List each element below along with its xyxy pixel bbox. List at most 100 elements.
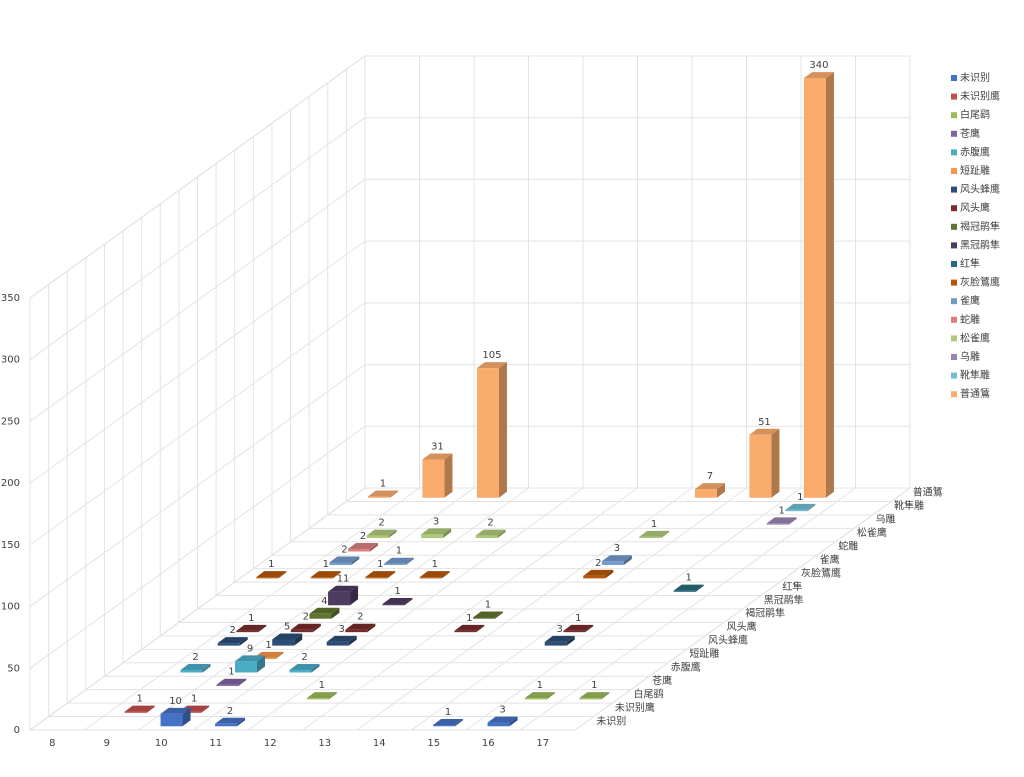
bar-side xyxy=(146,705,155,713)
bar-top xyxy=(694,483,725,490)
bar-side xyxy=(278,571,287,579)
bar-side xyxy=(237,717,246,727)
grid-line xyxy=(29,117,366,361)
legend-label: 未识别鹰 xyxy=(960,90,1000,103)
bar-top xyxy=(309,607,340,614)
depth-tick-label: 赤腹鹰 xyxy=(671,661,701,674)
legend-label: 红隼 xyxy=(960,257,980,270)
bar-side xyxy=(202,664,211,673)
bar xyxy=(215,723,238,727)
legend-swatch xyxy=(951,316,957,323)
bar-side xyxy=(405,557,414,565)
bar xyxy=(366,535,389,539)
bar-side xyxy=(370,543,378,552)
bar xyxy=(673,590,696,592)
bar-top xyxy=(419,571,450,578)
bar xyxy=(421,534,444,539)
bar-top xyxy=(367,490,398,497)
bar-top xyxy=(235,655,265,662)
bar-top xyxy=(272,633,303,640)
bar-top xyxy=(215,717,246,724)
bar-side xyxy=(275,651,284,660)
depth-tick-label: 白尾鹞 xyxy=(634,687,664,700)
depth-tick-label: 蛇雕 xyxy=(838,540,858,553)
bar-side xyxy=(476,624,485,633)
bar-top xyxy=(673,584,704,591)
bar-top xyxy=(310,571,341,578)
legend-swatch xyxy=(951,242,957,249)
bar-top xyxy=(345,623,376,630)
z-tick-label: 50 xyxy=(7,663,20,674)
bar-side xyxy=(238,678,247,686)
depth-tick-label: 风头蜂鹰 xyxy=(708,634,748,647)
bar xyxy=(749,434,772,498)
legend-swatch xyxy=(951,223,957,230)
data-label: 1 xyxy=(319,680,325,691)
data-label: 1 xyxy=(228,667,234,678)
data-label: 1 xyxy=(136,694,142,705)
x-tick-label: 9 xyxy=(104,738,110,749)
depth-tick-label: 短趾雕 xyxy=(689,647,719,660)
bar-top xyxy=(803,72,834,79)
depth-tick-label: 黑冠鹃隼 xyxy=(764,593,804,606)
depth-tick-label: 乌雕 xyxy=(875,513,895,526)
bar-top xyxy=(639,530,670,537)
data-label: 1 xyxy=(575,613,581,624)
bar xyxy=(216,684,239,686)
bar-top xyxy=(124,705,155,712)
legend-swatch xyxy=(951,391,957,398)
bar xyxy=(345,629,368,633)
bar xyxy=(383,563,406,565)
z-tick-label: 200 xyxy=(1,478,20,489)
bar xyxy=(583,575,606,579)
legend-label: 蛇雕 xyxy=(960,313,980,326)
bar xyxy=(601,561,624,565)
data-label: 5 xyxy=(284,621,290,632)
depth-tick-label: 普通鵟 xyxy=(913,486,943,499)
x-tick-label: 15 xyxy=(427,738,440,749)
bar-side xyxy=(623,555,632,565)
legend-label: 黑冠鹃隼 xyxy=(960,238,1000,251)
bar-top xyxy=(524,692,555,699)
bar xyxy=(329,562,352,565)
bar-top xyxy=(579,692,610,699)
bar-side xyxy=(605,569,614,579)
data-label: 7 xyxy=(707,471,713,482)
bar-top xyxy=(785,503,816,510)
bar xyxy=(563,630,586,633)
data-label: 1 xyxy=(685,573,691,584)
bar-top xyxy=(433,719,464,726)
legend-swatch xyxy=(951,93,957,100)
legend-label: 褐冠鹃隼 xyxy=(960,220,1000,233)
bar-top xyxy=(216,678,247,685)
data-label: 1 xyxy=(445,707,451,718)
bar xyxy=(476,368,499,498)
data-label: 1 xyxy=(485,599,491,610)
legend-label: 风头鹰 xyxy=(960,201,990,214)
data-label: 1 xyxy=(380,478,386,489)
depth-tick-label: 未识别鹰 xyxy=(615,701,655,714)
bar-side xyxy=(498,362,507,498)
data-label: 1 xyxy=(797,492,803,503)
data-label: 2 xyxy=(378,518,384,529)
legend-label: 风头蜂鹰 xyxy=(960,183,1000,196)
bar xyxy=(694,489,717,498)
bar-side xyxy=(312,623,321,633)
bar-side xyxy=(443,528,452,539)
bar-side xyxy=(348,635,357,646)
data-label: 1 xyxy=(377,559,383,570)
bar-side xyxy=(788,517,797,525)
bar-side xyxy=(695,584,704,592)
x-tick-label: 11 xyxy=(209,738,222,749)
bar-top xyxy=(366,529,397,536)
bar xyxy=(454,630,477,633)
bar-side xyxy=(807,503,816,512)
depth-tick-label: 褐冠鹃隼 xyxy=(745,607,785,620)
bar-top xyxy=(290,623,321,630)
legend-label: 乌雕 xyxy=(960,350,980,363)
x-tick-label: 10 xyxy=(155,738,168,749)
bar-side xyxy=(566,635,575,646)
grid-line xyxy=(29,55,366,299)
bar xyxy=(524,698,547,700)
z-tick-label: 350 xyxy=(1,293,20,304)
